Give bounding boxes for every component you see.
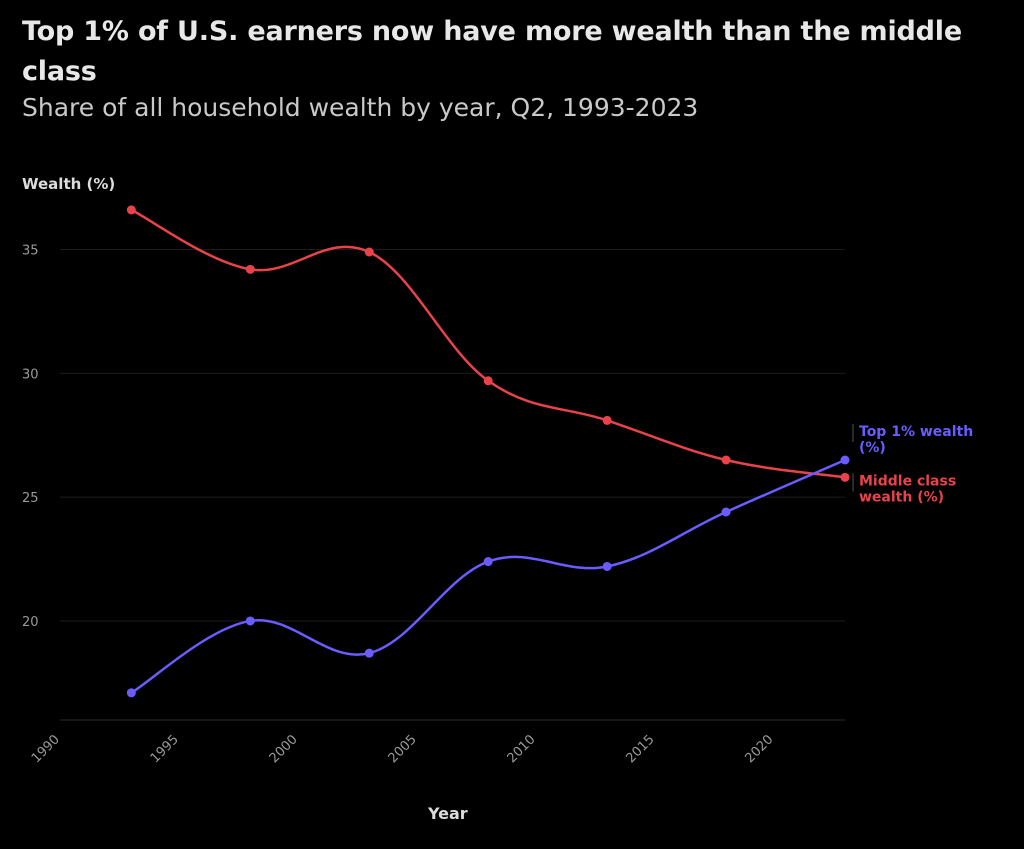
data-point [364, 648, 374, 658]
data-point [721, 455, 731, 465]
y-tick-label: 30 [22, 367, 39, 382]
y-tick-label: 25 [22, 491, 39, 506]
x-tick-label: 2020 [742, 732, 776, 766]
series-line-top-1-percent [130, 458, 846, 694]
y-tick-labels: 20 25 30 35 [22, 244, 39, 630]
y-tick-label: 20 [22, 615, 39, 630]
data-point [364, 247, 374, 257]
y-tick-label: 35 [22, 244, 39, 259]
data-point [721, 507, 731, 517]
data-point [483, 557, 493, 567]
series-label-line: Top 1% wealth [859, 424, 973, 440]
y-axis-label: Wealth (%) [22, 175, 116, 193]
x-tick-labels: 1990 1995 2000 2005 2010 2015 2020 [29, 732, 777, 766]
data-point [245, 264, 255, 274]
data-point [840, 455, 850, 465]
data-point [245, 616, 255, 626]
series-label-line: (%) [859, 440, 886, 456]
data-point [840, 472, 850, 482]
series-layer [126, 205, 850, 698]
data-point [483, 376, 493, 386]
data-point [602, 415, 612, 425]
data-point [602, 561, 612, 571]
chart-title: Top 1% of U.S. earners now have more wea… [22, 16, 962, 87]
x-tick-label: 1995 [148, 732, 182, 766]
x-tick-label: 1990 [29, 732, 63, 766]
series-label-line: Middle class [859, 473, 956, 489]
series-label-line: wealth (%) [859, 489, 944, 505]
x-tick-label: 2010 [505, 732, 539, 766]
chart-subtitle: Share of all household wealth by year, Q… [22, 93, 699, 122]
data-point [126, 205, 136, 215]
data-point [126, 688, 136, 698]
x-tick-label: 2000 [267, 732, 301, 766]
x-tick-label: 2015 [624, 732, 658, 766]
x-axis-label: Year [428, 804, 468, 823]
grid-layer [60, 249, 845, 721]
x-tick-label: 2005 [386, 732, 420, 766]
